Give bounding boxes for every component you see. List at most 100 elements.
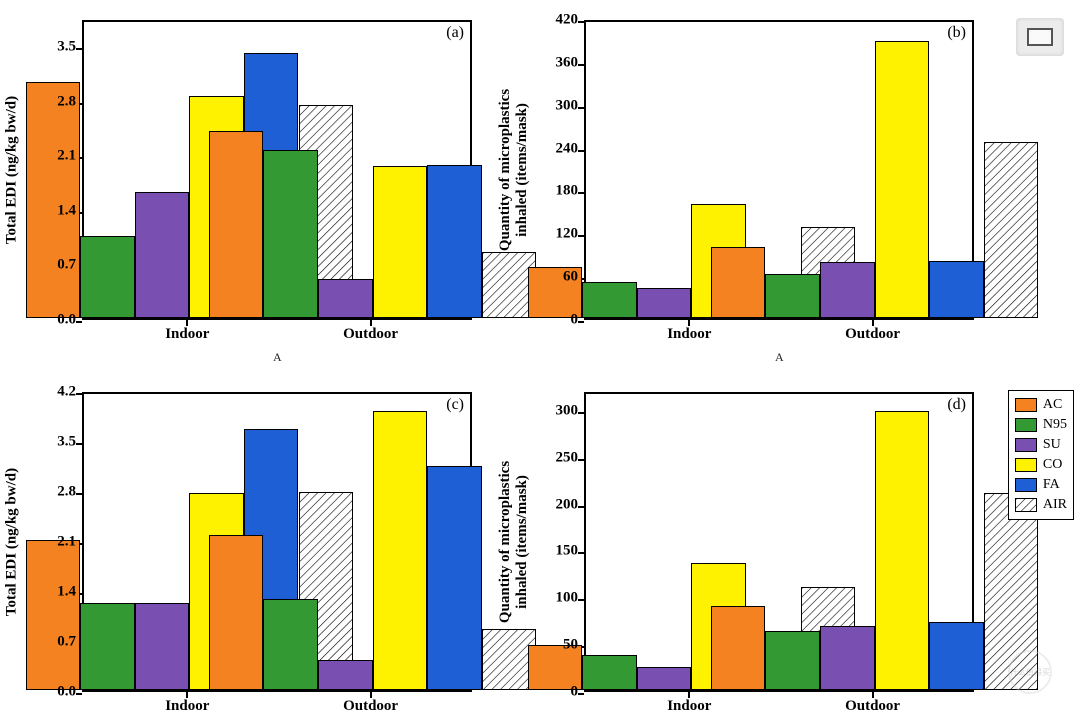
legend-swatch (1015, 458, 1037, 472)
ytick-label: 240 (540, 140, 578, 157)
bar-n95 (263, 150, 318, 318)
ytick-label: 300 (540, 97, 578, 114)
ytick-mark (578, 150, 584, 152)
legend-label: CO (1043, 457, 1062, 473)
ytick-mark (76, 493, 82, 495)
bar-ac (209, 535, 264, 690)
panel-d: (d) (584, 392, 974, 692)
panel-subscript: A (273, 350, 282, 365)
bar-fa (427, 466, 482, 690)
bar-su (135, 603, 190, 690)
ytick-label: 100 (540, 590, 578, 607)
ytick-label: 2.1 (38, 534, 76, 551)
xcategory-label: Indoor (667, 698, 711, 715)
xcategory-label: Outdoor (845, 698, 900, 715)
ytick-mark (76, 393, 82, 395)
bar-fa (929, 622, 984, 690)
watermark-badge: 什么值得买 (1008, 650, 1052, 694)
xcategory-label: Outdoor (343, 698, 398, 715)
ytick-label: 2.8 (38, 484, 76, 501)
ytick-mark (578, 235, 584, 237)
ytick-label: 3.5 (38, 39, 76, 56)
chart-figure: (a) 0.0 0.7 1.4 2.1 2.8 3.5 Total EDI (ng/kg bw… (0, 0, 1080, 712)
bar-su (637, 288, 692, 318)
legend-swatch (1015, 498, 1037, 512)
ytick-mark (578, 21, 584, 23)
ytick-label: 0.0 (38, 312, 76, 329)
bar-ac (209, 131, 264, 318)
bar-n95 (582, 655, 637, 690)
ytick-label: 4.2 (38, 384, 76, 401)
bar-n95 (765, 274, 820, 318)
ytick-label: 420 (540, 12, 578, 29)
xcategory-label: Indoor (667, 326, 711, 343)
ytick-mark (76, 693, 82, 695)
legend-item: FA (1015, 475, 1067, 495)
y-axis-label: Quantity of microplastics inhaled (items… (497, 392, 531, 692)
bar-co (875, 411, 930, 690)
ytick-mark (578, 506, 584, 508)
bar-n95 (80, 603, 135, 690)
ytick-label: 0 (540, 312, 578, 329)
panel-a: (a) (82, 20, 472, 320)
bar-fa (427, 165, 482, 318)
ytick-label: 360 (540, 54, 578, 71)
ytick-label: 300 (540, 402, 578, 419)
legend: AC N95 SU CO FAAIR (1008, 390, 1074, 520)
legend-item: AIR (1015, 495, 1067, 515)
bar-ac (711, 247, 766, 318)
ytick-mark (578, 599, 584, 601)
panel-c: (c) (82, 392, 472, 692)
bar-air (984, 142, 1039, 318)
bar-n95 (80, 236, 135, 318)
legend-item: N95 (1015, 415, 1067, 435)
legend-item: AC (1015, 395, 1067, 415)
ytick-label: 150 (540, 543, 578, 560)
y-axis-label: Total EDI (ng/kg bw/d) (4, 20, 21, 320)
legend-swatch (1015, 438, 1037, 452)
ytick-label: 60 (540, 269, 578, 286)
legend-label: AC (1043, 397, 1062, 413)
legend-label: SU (1043, 437, 1061, 453)
bar-su (637, 667, 692, 690)
ytick-label: 2.8 (38, 93, 76, 110)
bar-n95 (765, 631, 820, 690)
ytick-label: 250 (540, 449, 578, 466)
bar-co (373, 166, 428, 318)
ytick-mark (76, 321, 82, 323)
panel-b: (b) (584, 20, 974, 320)
ytick-label: 0.7 (38, 634, 76, 651)
fullscreen-rect-icon[interactable] (1016, 18, 1064, 56)
ytick-label: 0.7 (38, 257, 76, 274)
legend-swatch (1015, 398, 1037, 412)
xcategory-label: Indoor (165, 326, 209, 343)
legend-swatch (1015, 478, 1037, 492)
xcategory-label: Indoor (165, 698, 209, 715)
ytick-mark (578, 552, 584, 554)
ytick-mark (578, 192, 584, 194)
ytick-label: 2.1 (38, 148, 76, 165)
panel-tag: (b) (947, 24, 966, 42)
bar-su (820, 262, 875, 318)
bar-ac (26, 540, 81, 690)
legend-item: SU (1015, 435, 1067, 455)
ytick-mark (578, 459, 584, 461)
ytick-mark (578, 693, 584, 695)
bar-fa (929, 261, 984, 318)
rect-icon (1027, 28, 1053, 46)
ytick-label: 1.4 (38, 584, 76, 601)
bar-su (318, 660, 373, 690)
ytick-label: 200 (540, 496, 578, 513)
y-axis-label: Quantity of microplastics inhaled (items… (497, 20, 531, 320)
bar-co (373, 411, 428, 690)
ytick-label: 120 (540, 226, 578, 243)
y-axis-label: Total EDI (ng/kg bw/d) (4, 392, 21, 692)
ytick-mark (76, 48, 82, 50)
ytick-label: 0.0 (38, 684, 76, 701)
bar-n95 (582, 282, 637, 318)
ytick-mark (578, 321, 584, 323)
ytick-mark (578, 412, 584, 414)
panel-tag: (a) (446, 24, 464, 42)
bar-ac (711, 606, 766, 690)
bar-su (318, 279, 373, 318)
